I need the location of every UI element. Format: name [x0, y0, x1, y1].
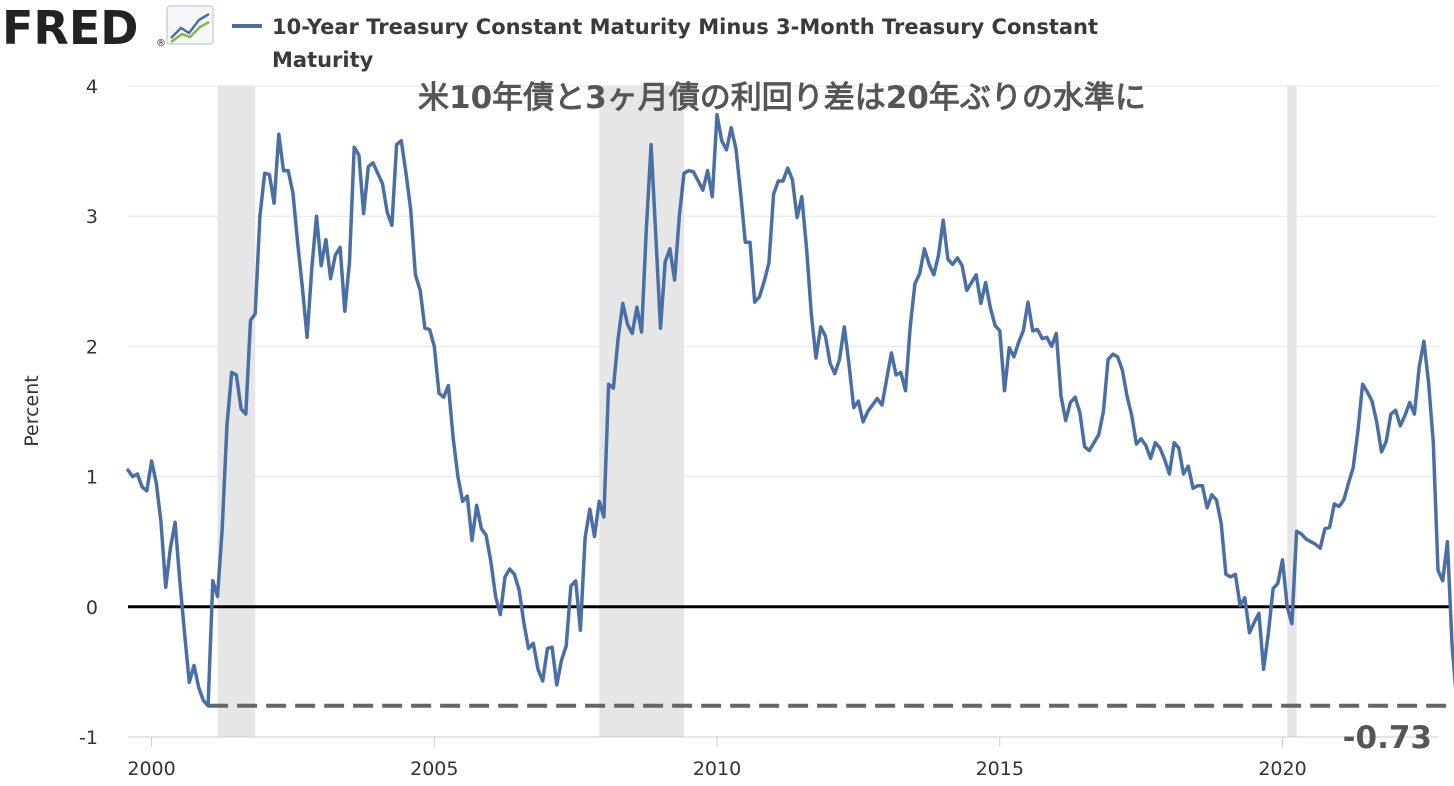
recession-band-3 [1287, 86, 1297, 737]
fred-logo[interactable]: FRED ® [2, 1, 214, 55]
recession-band-2 [599, 86, 685, 737]
y-tick-label: 4 [86, 76, 98, 98]
y-axis-title: Percent [21, 375, 43, 447]
chart-line-icon [166, 5, 214, 45]
y-tick-label: 3 [86, 206, 98, 228]
y-tick-label: 1 [86, 467, 98, 489]
x-tick-label: 2015 [976, 758, 1024, 780]
y-tick-label: -1 [79, 727, 98, 749]
reference-lines [128, 605, 1452, 708]
legend[interactable]: 10-Year Treasury Constant Maturity Minus… [232, 15, 1098, 72]
recession-band-1 [217, 86, 256, 737]
x-tick-label: 2000 [127, 758, 175, 780]
x-tick-label: 2005 [410, 758, 458, 780]
axes: 2000 2005 2010 2015 2020 [127, 736, 1438, 780]
recession-bands [217, 86, 1297, 737]
grid-lines: -1 0 1 2 3 4 [79, 76, 1438, 749]
y-tick-label: 2 [86, 336, 98, 358]
registered-mark: ® [156, 38, 166, 49]
y-tick-label: 0 [86, 597, 98, 619]
legend-line-2: Maturity [272, 48, 374, 72]
series [126, 112, 1454, 708]
annotation-text: 米10年債と3ヶ月債の利回り差は20年ぶりの水準に [418, 80, 1146, 116]
latest-value-label: -0.73 [1343, 720, 1432, 756]
x-tick-label: 2010 [693, 758, 741, 780]
fred-logo-text: FRED [2, 1, 138, 55]
x-tick-label: 2020 [1258, 758, 1306, 780]
legend-line-1: 10-Year Treasury Constant Maturity Minus… [272, 15, 1098, 39]
series-line-1 [126, 112, 1454, 708]
